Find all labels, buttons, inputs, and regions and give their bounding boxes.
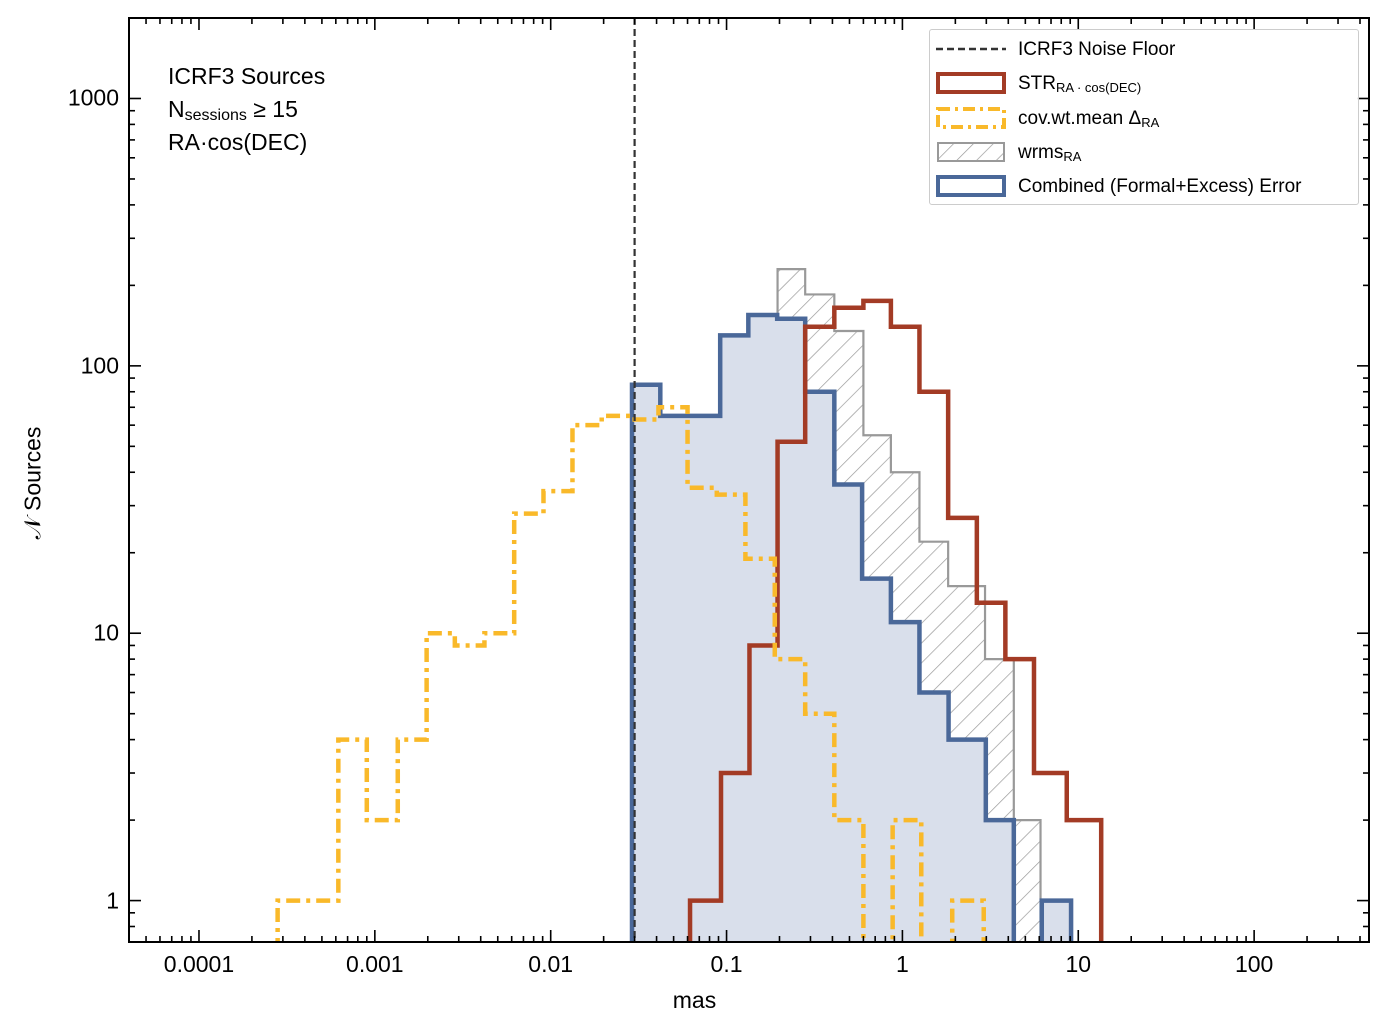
- y-tick-label: 10: [93, 619, 119, 646]
- bin-bar: [602, 416, 631, 952]
- x-tick-label: 10: [1065, 951, 1092, 977]
- legend-item-str: STRRA · cos(DEC): [930, 68, 1358, 98]
- annotation-title: ICRF3 Sources: [168, 63, 326, 89]
- legend-yellow-dashdot-box-icon: [936, 107, 1006, 129]
- legend-label-noise-floor: ICRF3 Noise Floor: [1018, 39, 1176, 60]
- bin-bar: [427, 633, 455, 952]
- legend-dashed-line-icon: [936, 47, 1006, 51]
- bin-bar: [398, 740, 427, 952]
- legend: ICRF3 Noise Floor STRRA · cos(DEC) cov.w…: [929, 29, 1359, 205]
- x-tick-label: 0.001: [346, 951, 404, 977]
- y-tick-label: 1000: [67, 84, 119, 111]
- x-axis-label: mas: [672, 987, 717, 1013]
- series-cov-wt-mean-ra: [275, 405, 986, 952]
- plot-frame: [128, 17, 1370, 943]
- x-tick-label: 0.0001: [163, 951, 235, 977]
- bin-bar: [278, 901, 339, 952]
- legend-red-box-icon: [936, 72, 1006, 94]
- legend-item-covwtmean: cov.wt.mean ΔRA: [930, 103, 1358, 133]
- legend-label-covwtmean: cov.wt.mean ΔRA: [1018, 108, 1160, 130]
- legend-blue-box-icon: [936, 175, 1006, 197]
- combined-error-step-line: [629, 312, 1074, 942]
- y-tick-label: 1: [106, 887, 119, 914]
- y-axis-label: 𝒩 Sources: [19, 426, 46, 540]
- annotation-coordinate: RA·cos(DEC): [168, 129, 308, 155]
- annotation-sessions: Nsessions ≥ 15: [168, 96, 298, 124]
- bin-bar: [367, 820, 398, 952]
- legend-item-wrms: wrmsRA: [930, 137, 1358, 167]
- legend-label-combined: Combined (Formal+Excess) Error: [1018, 176, 1302, 197]
- bin-bar: [514, 514, 543, 952]
- y-tick-label: 100: [80, 352, 119, 379]
- legend-item-noise-floor: ICRF3 Noise Floor: [930, 34, 1358, 64]
- x-tick-label: 1: [896, 951, 909, 977]
- str-step-line: [687, 298, 1104, 942]
- covwtmean-dashdot-step: [275, 405, 986, 942]
- bin-bar: [484, 633, 514, 952]
- bin-bar: [455, 645, 485, 952]
- bin-bar: [543, 491, 572, 952]
- bin-bar: [338, 740, 366, 952]
- bin-bar: [572, 425, 601, 952]
- x-tick-label: 0.1: [710, 951, 743, 977]
- legend-label-str: STRRA · cos(DEC): [1018, 73, 1142, 95]
- series-str-ra-cos-dec-: [687, 298, 1104, 942]
- legend-item-combined: Combined (Formal+Excess) Error: [930, 171, 1358, 201]
- combined-error-fill: [632, 314, 1072, 942]
- legend-label-wrms: wrmsRA: [1018, 142, 1082, 164]
- x-tick-label: 0.01: [528, 951, 574, 977]
- x-tick-label: 100: [1234, 951, 1274, 977]
- legend-hatched-box-icon: [937, 142, 1005, 162]
- series-combined-formal-excess-error: [629, 312, 1074, 942]
